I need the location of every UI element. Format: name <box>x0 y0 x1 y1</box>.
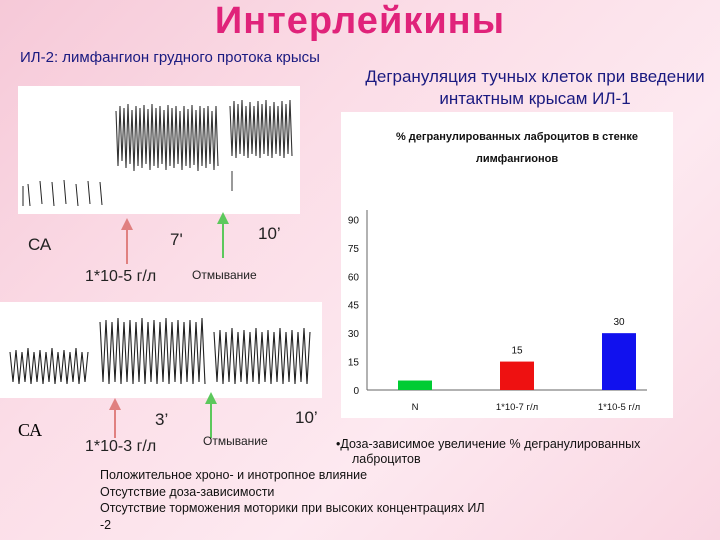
trace-panel-bottom <box>0 302 322 398</box>
subtitle-right: Дегрануляция тучных клеток при введении … <box>365 67 705 108</box>
bar-value-label-2: 30 <box>613 317 625 328</box>
bar-chart: % дегранулированных лаброцитов в стенке … <box>348 131 647 413</box>
trace-bottom-wash: Отмывание <box>203 434 268 448</box>
trace-bottom-time2: 10’ <box>295 408 318 427</box>
x-category-label-1: 1*10-7 г/л <box>496 402 538 413</box>
trace-top-time1: 7' <box>170 230 183 249</box>
note-line-2: лаброцитов <box>352 451 421 466</box>
trace-panel-top <box>18 86 300 214</box>
y-tick-label-5: 75 <box>348 244 360 255</box>
chart-title-line2: лимфангионов <box>476 153 559 165</box>
bar-0 <box>398 380 432 390</box>
trace-bottom-ca: СА <box>18 420 43 440</box>
trace-top-ca: СА <box>28 235 52 254</box>
notes-block: •Доза-зависимое увеличение % дегранулиро… <box>100 436 700 533</box>
x-category-label-2: 1*10-5 г/л <box>598 402 640 413</box>
note-line-5: Отсутствие торможения моторики при высок… <box>100 501 485 515</box>
trace-top-waveform <box>22 99 293 207</box>
bar-1 <box>500 361 534 390</box>
subtitle-left: ИЛ-2: лимфангион грудного протока крысы <box>20 49 320 66</box>
note-line-3: Положительное хроно- и инотропное влияни… <box>100 468 368 482</box>
note-line-1: •Доза-зависимое увеличение % дегранулиро… <box>336 437 641 451</box>
y-tick-label-3: 45 <box>348 301 360 312</box>
trace-bottom-line-b <box>99 317 206 385</box>
trace-top-time2: 10’ <box>258 224 281 243</box>
trace-top-line-c <box>229 99 293 159</box>
bar-value-label-1: 15 <box>511 346 523 357</box>
x-category-label-0: N <box>412 402 419 413</box>
y-tick-label-2: 30 <box>348 329 360 340</box>
red-arrow-icon <box>120 218 134 269</box>
chart-panel: % дегранулированных лаброцитов в стенке … <box>341 112 673 418</box>
slide-title: Интерлейкины <box>214 0 506 42</box>
green-arrow-icon <box>216 212 230 263</box>
trace-top-line-b <box>115 103 219 172</box>
note-line-6: -2 <box>100 517 112 532</box>
trace-top-conc: 1*10-5 г/л <box>85 268 157 285</box>
trace-bottom-conc: 1*10-3 г/л <box>85 438 157 455</box>
y-tick-label-1: 15 <box>348 358 360 369</box>
note-line-4: Отсутствие доза-зависимости <box>100 484 275 499</box>
trace-top-line-a <box>22 179 103 207</box>
y-tick-label-0: 0 <box>353 386 359 397</box>
green-arrow-icon <box>204 392 218 443</box>
chart-title-line1: % дегранулированных лаброцитов в стенке <box>396 131 638 143</box>
trace-bottom-waveform <box>9 317 311 385</box>
y-tick-label-6: 90 <box>348 215 360 226</box>
trace-bottom-time1: 3’ <box>155 410 169 429</box>
bar-2 <box>602 333 636 390</box>
y-tick-label-4: 60 <box>348 272 360 283</box>
trace-bottom-line-a <box>9 347 89 385</box>
trace-bottom-line-c <box>213 327 311 385</box>
red-arrow-icon <box>108 398 122 443</box>
trace-top-wash: Отмывание <box>192 268 257 282</box>
